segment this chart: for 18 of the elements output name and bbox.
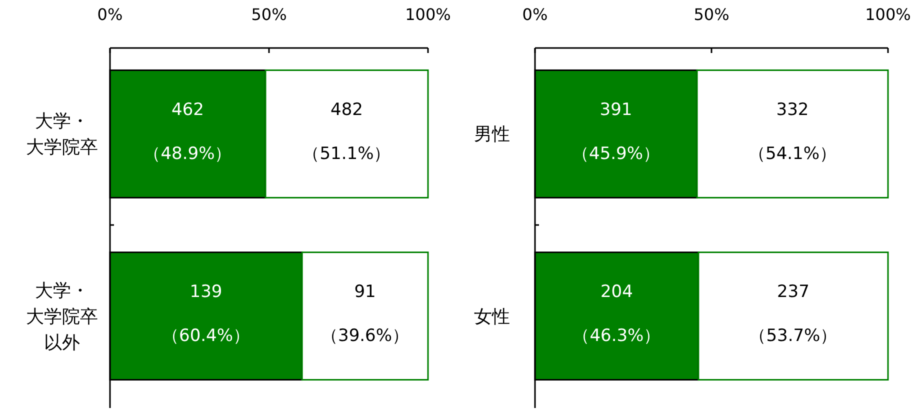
- text: 139 （60.4%）: [162, 282, 250, 346]
- x-tick-label: 100%: [865, 5, 911, 24]
- text: 391 （45.9%）: [572, 100, 660, 164]
- text: 332 （54.1%）: [748, 100, 837, 164]
- x-tick-label: 0%: [522, 5, 548, 24]
- x-tick-label: 100%: [405, 5, 451, 24]
- text: 482 （51.1%）: [302, 100, 391, 164]
- text: 204 （46.3%）: [572, 282, 661, 346]
- y-tick-label: 大学・大学院卒以外: [26, 280, 98, 354]
- x-tick-label: 50%: [694, 5, 730, 24]
- y-tick-label: 男性: [474, 124, 510, 146]
- y-tick-label: 女性: [474, 306, 510, 328]
- x-tick-label: 50%: [251, 5, 287, 24]
- x-tick-label: 0%: [97, 5, 123, 24]
- text: 237 （53.7%）: [749, 282, 838, 346]
- text: 91 （39.6%）: [321, 282, 410, 346]
- text: 462 （48.9%）: [144, 100, 232, 164]
- y-tick-label: 大学・大学院卒: [26, 111, 98, 158]
